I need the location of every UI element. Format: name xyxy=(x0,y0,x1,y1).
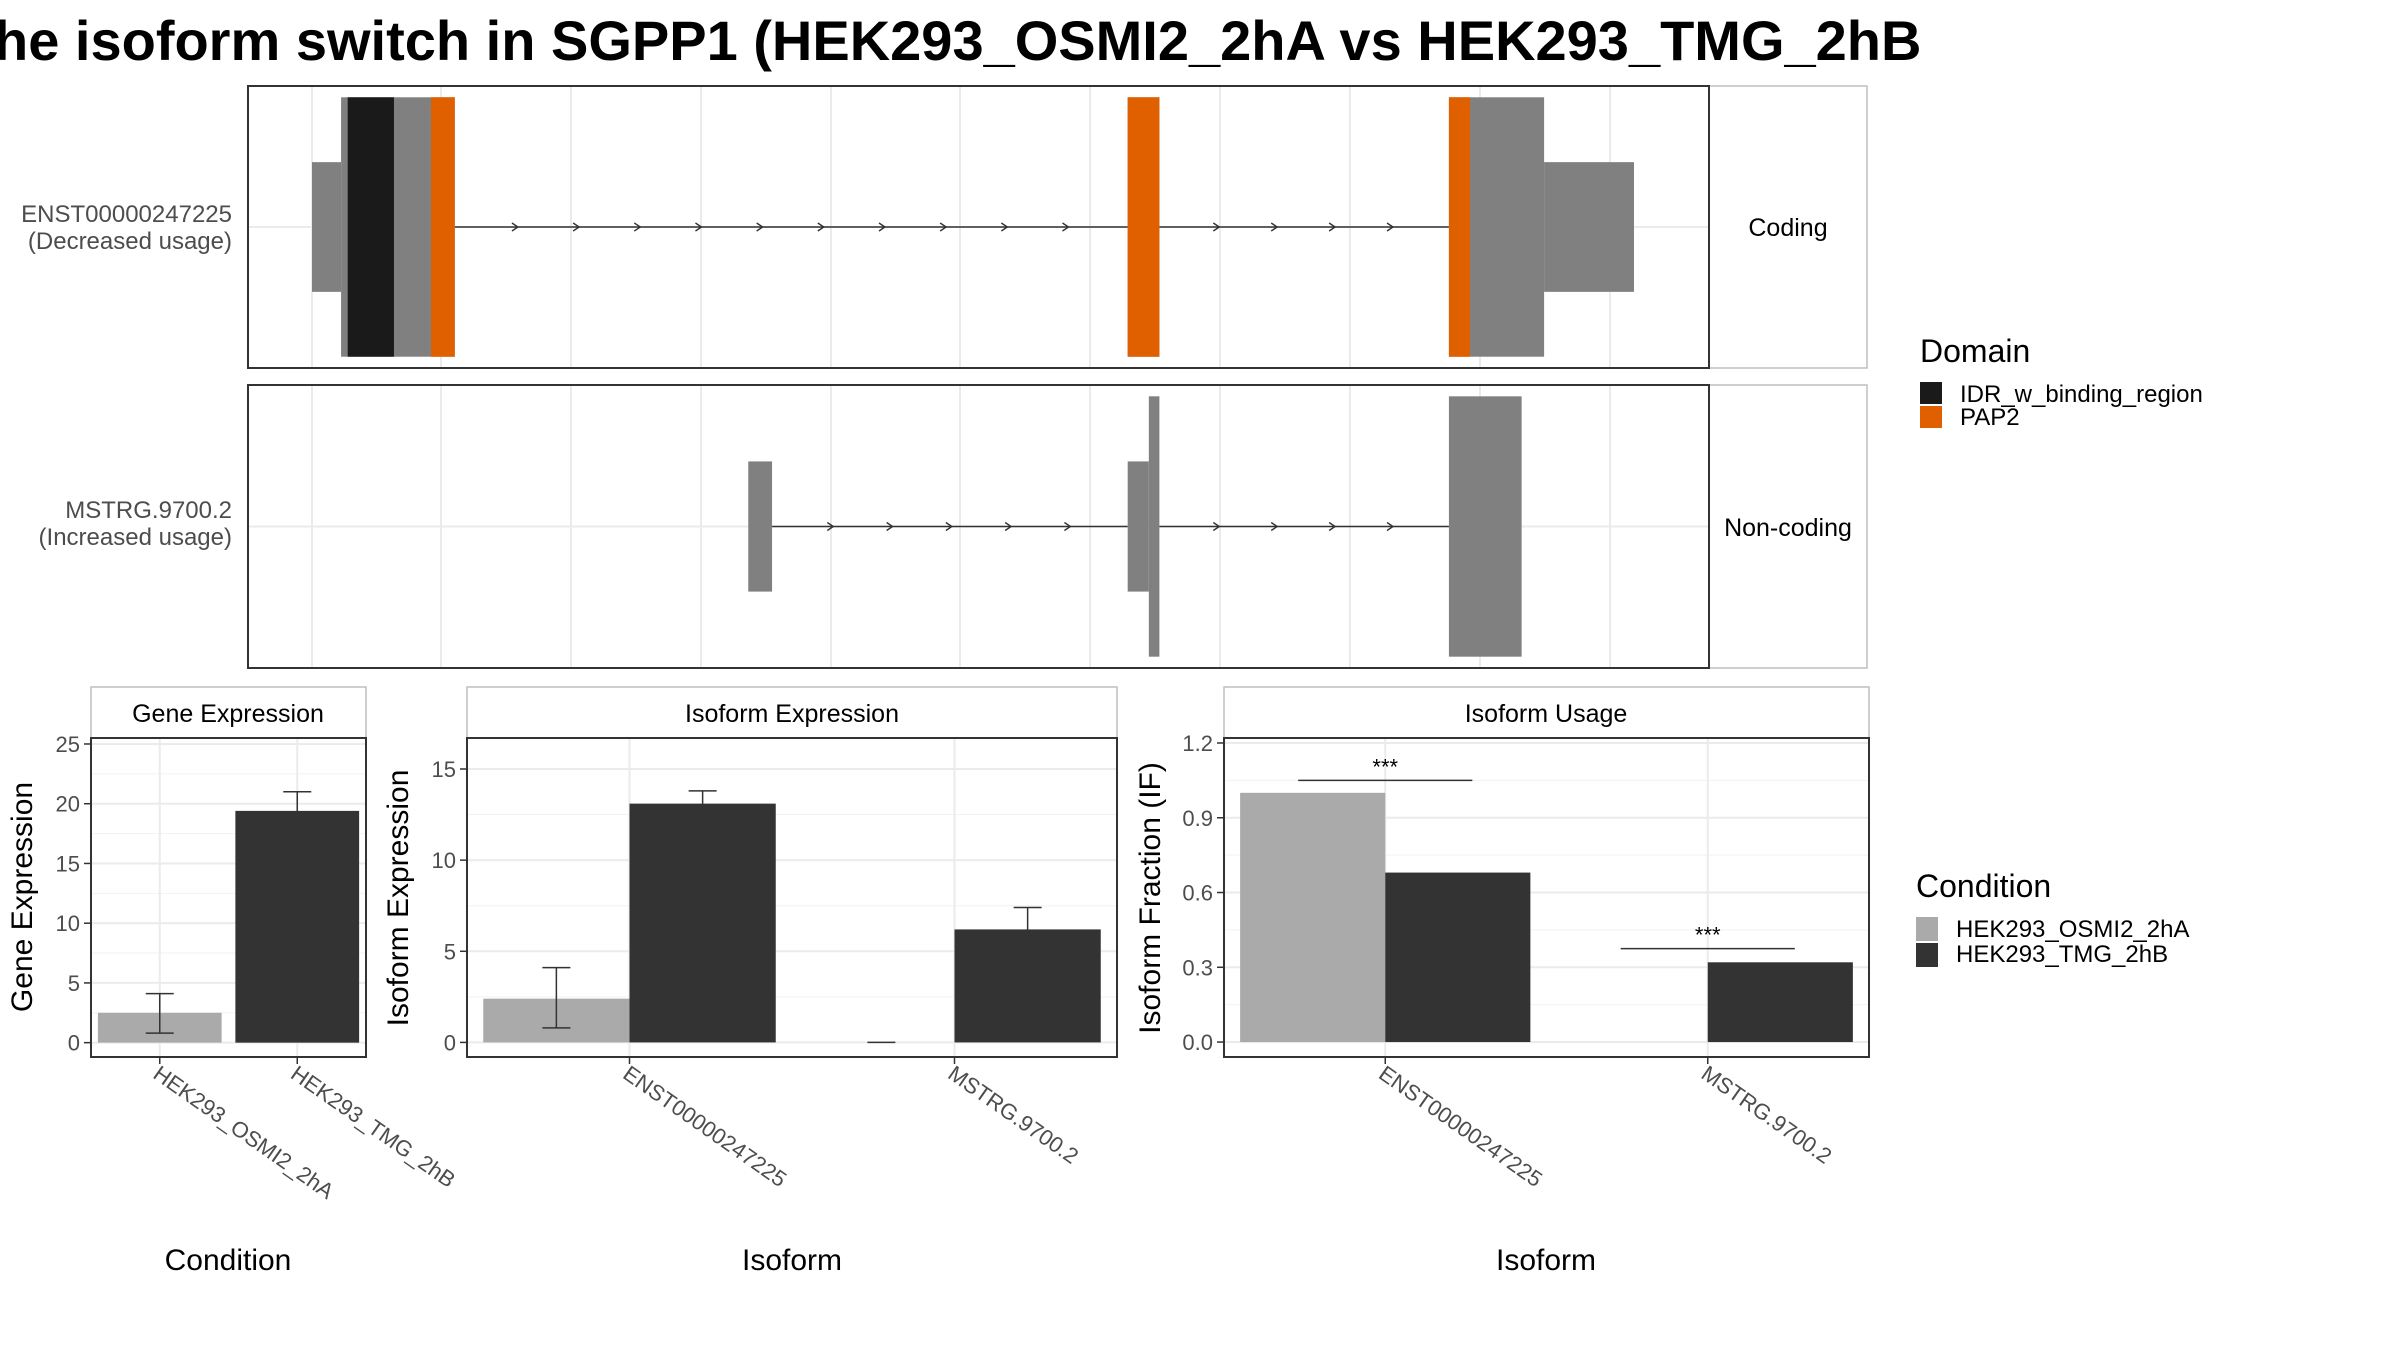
x-tick-label: ENST00000247225 xyxy=(1374,1061,1547,1192)
intron-arrow xyxy=(1064,521,1072,532)
intron-arrow xyxy=(695,222,703,232)
intron-arrow xyxy=(1386,521,1395,532)
intron-arrow xyxy=(817,222,826,232)
bar-HEK293_TMG_2hB xyxy=(235,810,360,1043)
condition-legend-label-osmi2: HEK293_OSMI2_2hA xyxy=(1956,916,2189,943)
intron-arrow xyxy=(756,222,764,232)
structure-panel-border xyxy=(247,384,1710,669)
strip-isoform-expression-label: Isoform Expression xyxy=(685,700,899,728)
significance-label: *** xyxy=(1695,923,1721,948)
isoform-usage-label-1: (Decreased usage) xyxy=(28,228,232,255)
domain-legend-label-pap2: PAP2 xyxy=(1960,404,2020,431)
y-tick-label: 15 xyxy=(432,757,456,782)
main-title: he isoform switch in SGPP1 (HEK293_OSMI2… xyxy=(0,9,1921,72)
x-tick-label: MSTRG.9700.2 xyxy=(944,1061,1084,1169)
y-tick-label: 0 xyxy=(68,1031,80,1056)
intron-arrow xyxy=(1212,222,1221,232)
domain-legend-key-idr xyxy=(1920,382,1942,404)
y-tick-label: 0.3 xyxy=(1182,955,1213,980)
intron-arrow xyxy=(1386,222,1395,232)
intron-arrow xyxy=(1270,521,1279,532)
domain-block-idr_w_binding_region xyxy=(347,97,394,357)
ylabel-isoform-usage: Isoform Fraction (IF) xyxy=(1134,762,1167,1034)
strip-gene-expression-label: Gene Expression xyxy=(132,700,324,728)
bar-panel-border xyxy=(90,737,367,1058)
isoform-label-2: MSTRG.9700.2 xyxy=(65,497,232,524)
condition-legend-title: Condition xyxy=(1916,868,2051,904)
exon-block xyxy=(748,461,773,592)
y-tick-label: 10 xyxy=(56,911,80,936)
y-tick-label: 5 xyxy=(444,939,456,964)
intron-arrow xyxy=(511,222,520,232)
intron-arrow xyxy=(1328,521,1337,532)
intron-arrow xyxy=(1000,222,1009,232)
class-strip-coding-label: Coding xyxy=(1748,214,1827,242)
ylabel-gene-expression: Gene Expression xyxy=(6,782,39,1012)
y-tick-label: 0.9 xyxy=(1182,806,1213,831)
intron-arrow xyxy=(1328,222,1337,232)
intron-arrow xyxy=(1212,521,1221,532)
significance-label: *** xyxy=(1372,754,1398,779)
y-tick-label: 10 xyxy=(432,848,456,873)
strip-gene-expression xyxy=(90,686,367,739)
intron-arrow xyxy=(826,521,835,532)
intron-arrow xyxy=(1062,222,1070,232)
domain-legend-label-idr: IDR_w_binding_region xyxy=(1960,381,2203,408)
condition-legend-key-osmi2 xyxy=(1916,917,1938,941)
intron-arrow xyxy=(572,222,581,232)
x-tick-label: MSTRG.9700.2 xyxy=(1697,1061,1837,1169)
exon-block xyxy=(1448,396,1522,657)
bar-panel-border xyxy=(466,737,1118,1058)
intron-arrow xyxy=(945,521,954,532)
y-tick-label: 25 xyxy=(56,732,80,757)
domain-legend-title: Domain xyxy=(1920,333,2030,369)
exon-block xyxy=(1148,396,1160,657)
domain-block-pap2 xyxy=(1448,97,1471,357)
y-tick-label: 1.2 xyxy=(1182,731,1213,756)
condition-legend-key-tmg xyxy=(1916,943,1938,967)
intron-arrow xyxy=(939,222,948,232)
domain-block-pap2 xyxy=(1127,97,1160,357)
structure-panel-border xyxy=(247,85,1710,369)
y-tick-label: 0.6 xyxy=(1182,881,1213,906)
bar-HEK293_TMG_2hB-ENST00000247225 xyxy=(629,803,776,1043)
isoform-usage-label-2: (Increased usage) xyxy=(39,524,232,551)
bar-panel-border xyxy=(1223,737,1870,1058)
intron-arrow xyxy=(1004,521,1013,532)
y-tick-label: 0 xyxy=(444,1030,456,1055)
intron-arrow xyxy=(878,222,887,232)
bar-HEK293_TMG_2hB-MSTRG.9700.2 xyxy=(1707,962,1853,1043)
x-tick-label: ENST00000247225 xyxy=(619,1061,792,1192)
y-tick-label: 0.0 xyxy=(1182,1030,1213,1055)
isoform-label-1: ENST00000247225 xyxy=(21,201,232,228)
xlabel-gene-expression: Condition xyxy=(165,1244,292,1277)
bar-HEK293_OSMI2_2hA-ENST00000247225 xyxy=(1240,792,1386,1043)
class-strip-noncoding-label: Non-coding xyxy=(1724,514,1852,542)
ylabel-isoform-expression: Isoform Expression xyxy=(382,770,415,1027)
xlabel-isoform-expression: Isoform xyxy=(742,1244,842,1277)
xlabel-isoform-usage: Isoform xyxy=(1496,1244,1596,1277)
bar-HEK293_TMG_2hB-ENST00000247225 xyxy=(1385,872,1531,1043)
intron-arrow xyxy=(886,521,894,532)
y-tick-label: 15 xyxy=(56,851,80,876)
y-tick-label: 20 xyxy=(56,792,80,817)
chart-layer: 0510152025HEK293_OSMI2_2hAHEK293_TMG_2hB… xyxy=(56,85,1870,1204)
class-strip-coding xyxy=(1708,85,1868,369)
strip-isoform-usage-label: Isoform Usage xyxy=(1465,700,1628,728)
condition-legend-label-tmg: HEK293_TMG_2hB xyxy=(1956,941,2168,968)
exon-block xyxy=(1544,162,1634,292)
y-tick-label: 5 xyxy=(68,971,80,996)
domain-block-pap2 xyxy=(430,97,455,357)
intron-arrow xyxy=(633,222,642,232)
intron-arrow xyxy=(1270,222,1279,232)
domain-legend-key-pap2 xyxy=(1920,406,1942,428)
class-strip-noncoding xyxy=(1708,384,1868,669)
exon-block xyxy=(1127,461,1149,592)
exon-block xyxy=(312,162,342,292)
